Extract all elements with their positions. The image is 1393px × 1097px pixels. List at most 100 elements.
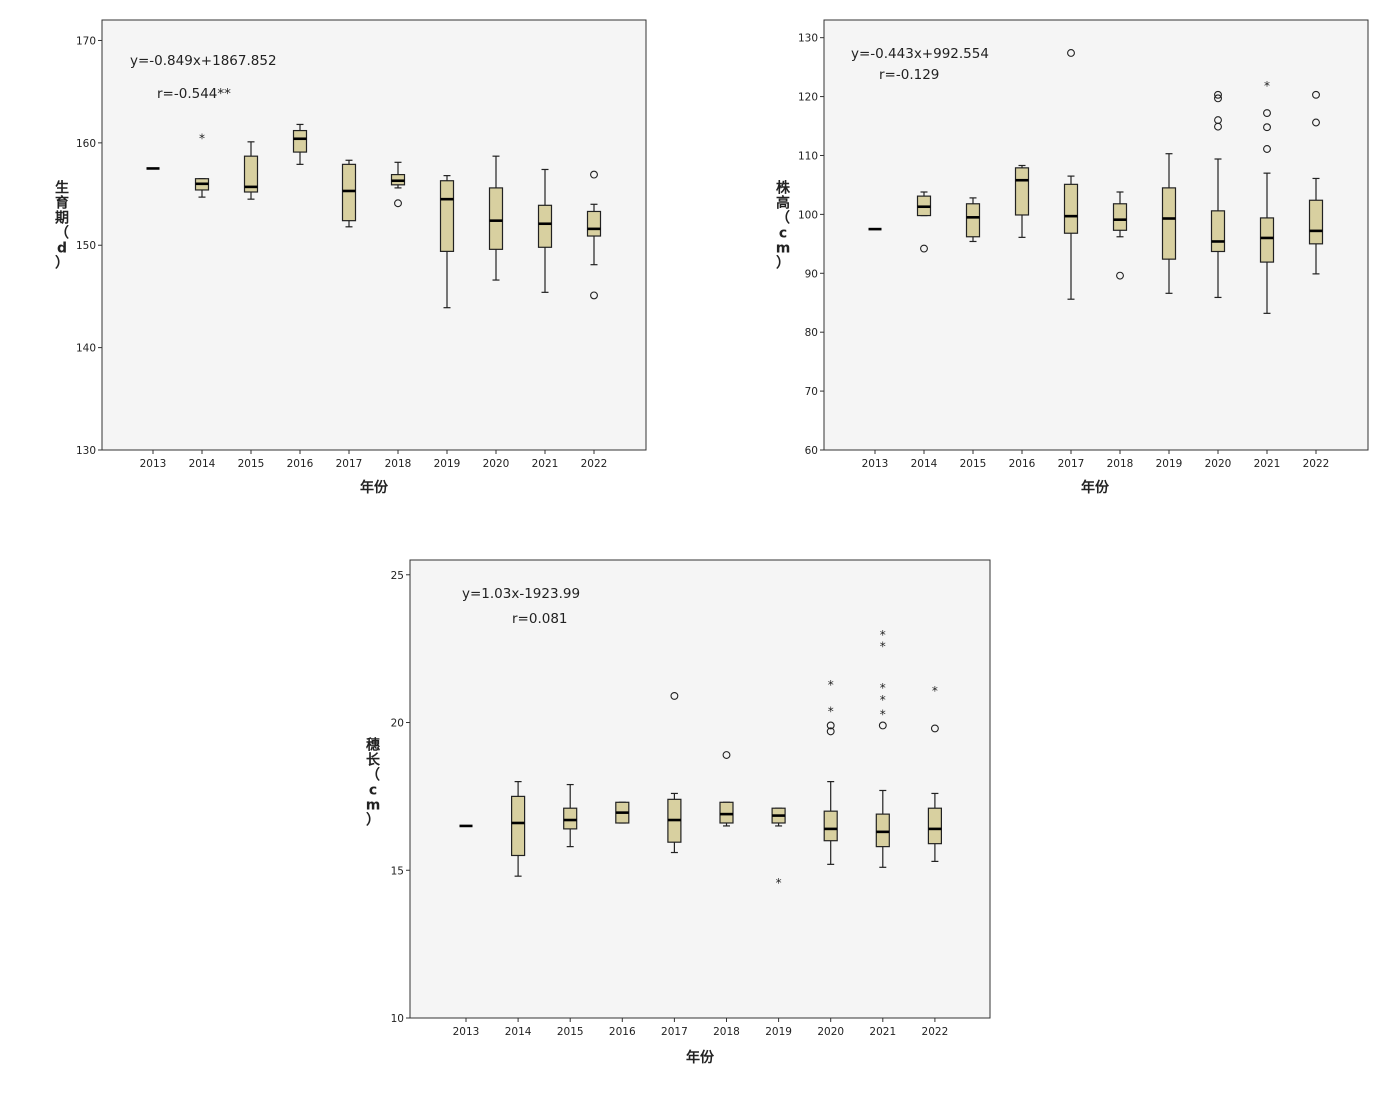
iqr-box <box>927 807 943 845</box>
box-2018 <box>1112 191 1128 280</box>
box-2022 <box>1308 90 1324 275</box>
extreme-point: * <box>880 628 886 642</box>
box-2017 <box>667 691 682 854</box>
outlier-point <box>1214 122 1222 131</box>
x-tick-label: 2018 <box>1107 458 1134 470</box>
y-tick-label: 130 <box>76 445 96 457</box>
x-tick-label: 2022 <box>1303 458 1330 470</box>
iqr-box <box>511 795 526 857</box>
box-2022: * <box>927 684 943 862</box>
iqr-box <box>292 129 308 153</box>
extreme-point: * <box>880 708 886 722</box>
x-tick-label: 2022 <box>922 1026 949 1038</box>
plot-area <box>101 19 647 451</box>
y-tick-label: 20 <box>391 718 404 730</box>
x-tick-label: 2019 <box>434 458 461 470</box>
y-tick-label: 15 <box>391 865 404 877</box>
y-tick-label: 25 <box>391 570 404 582</box>
y-axis-label: 生育期（ d） <box>55 180 69 272</box>
x-tick-label: 2021 <box>1254 458 1281 470</box>
regression-annotation: r=-0.129 <box>879 67 939 83</box>
box-2017 <box>341 159 357 228</box>
extreme-point: * <box>828 705 834 719</box>
outlier-point <box>878 721 887 730</box>
x-tick-label: 2019 <box>1156 458 1183 470</box>
outlier-point <box>1263 123 1271 132</box>
extreme-point: * <box>932 684 938 698</box>
x-tick-label: 2018 <box>713 1026 740 1038</box>
extreme-point: * <box>776 876 782 890</box>
regression-annotation: r=0.081 <box>512 611 568 627</box>
outlier-point <box>722 751 731 759</box>
iqr-box <box>1259 217 1275 263</box>
outlier-point <box>1312 90 1320 99</box>
y-tick-label: 110 <box>798 150 818 162</box>
iqr-box <box>965 203 981 238</box>
x-tick-label: 2017 <box>336 458 363 470</box>
box-2021 <box>537 168 553 293</box>
x-tick-label: 2015 <box>557 1026 584 1038</box>
box-2020 <box>1210 90 1226 299</box>
iqr-box <box>439 180 455 252</box>
extreme-point: * <box>880 681 886 695</box>
plant-height-boxplot: 60 70 80 90 100 110 120 130 2013 2014 2015 2016 2017… <box>776 19 1369 496</box>
x-tick-label: 2021 <box>869 1026 896 1038</box>
growth-period-boxplot: 130 140 150 160 170 2013 2014 2015 2016 2017 2018 2… <box>55 19 647 496</box>
x-tick-label: 2014 <box>505 1026 532 1038</box>
outlier-point <box>1214 94 1222 103</box>
outlier-point <box>590 291 598 300</box>
outlier-point <box>1214 90 1222 99</box>
x-tick-label: 2016 <box>609 1026 636 1038</box>
extreme-point: * <box>880 640 886 654</box>
outlier-point <box>670 691 679 700</box>
extreme-point: * <box>880 693 886 707</box>
box-2019 <box>439 175 455 309</box>
iqr-box <box>563 807 578 830</box>
y-tick-label: 130 <box>798 33 818 45</box>
plot-area <box>409 559 991 1019</box>
outlier-point <box>930 724 939 733</box>
outlier-point <box>590 170 598 179</box>
x-tick-label: 2013 <box>862 458 889 470</box>
extreme-point: * <box>199 132 205 146</box>
outlier-point <box>1312 118 1320 127</box>
y-tick-label: 100 <box>798 209 818 221</box>
y-tick-label: 80 <box>805 327 818 339</box>
y-axis-label: 株高（ c m） <box>776 180 791 272</box>
y-tick-label: 90 <box>805 268 818 280</box>
regression-annotation: y=1.03x-1923.99 <box>462 586 580 602</box>
y-tick-label: 140 <box>76 343 96 355</box>
box-2020 <box>488 155 504 281</box>
x-tick-label: 2016 <box>287 458 314 470</box>
box-2018 <box>719 751 734 827</box>
y-tick-label: 70 <box>805 386 818 398</box>
iqr-box <box>1063 183 1079 234</box>
x-tick-label: 2020 <box>1205 458 1232 470</box>
x-tick-label: 2020 <box>817 1026 844 1038</box>
box-2018 <box>390 161 406 208</box>
x-tick-label: 2016 <box>1009 458 1036 470</box>
iqr-box <box>719 801 734 824</box>
outlier-point <box>1263 109 1271 118</box>
box-2015 <box>243 141 259 200</box>
box-2016 <box>1014 164 1030 238</box>
extreme-point: * <box>828 678 834 692</box>
box-2016 <box>292 123 308 165</box>
x-tick-label: 2017 <box>1058 458 1085 470</box>
x-tick-label: 2013 <box>453 1026 480 1038</box>
y-tick-label: 10 <box>391 1013 404 1025</box>
x-tick-label: 2022 <box>581 458 608 470</box>
iqr-box <box>1014 167 1030 216</box>
outlier-point <box>826 721 835 730</box>
box-2015 <box>563 783 578 848</box>
box-2019 <box>1161 153 1177 294</box>
iqr-box <box>1210 210 1226 253</box>
iqr-box <box>1112 203 1128 231</box>
x-tick-label: 2015 <box>960 458 987 470</box>
iqr-box <box>823 810 838 842</box>
iqr-box <box>243 155 259 193</box>
iqr-box <box>586 210 602 237</box>
x-tick-label: 2014 <box>911 458 938 470</box>
x-axis-label: 年份 <box>360 479 389 496</box>
